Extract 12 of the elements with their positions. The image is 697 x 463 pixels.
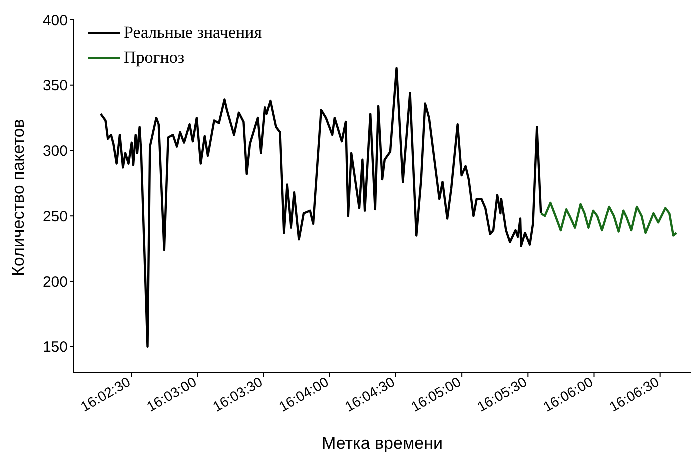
legend-label: Прогноз [124, 47, 185, 69]
y-tick-label: 350 [42, 78, 68, 95]
y-tick-label: 150 [42, 339, 68, 356]
y-tick-label: 250 [42, 208, 68, 226]
y-tick-label: 300 [42, 143, 68, 160]
legend-label: Реальные значения [124, 22, 262, 44]
line-series [540, 202, 678, 237]
line-series [100, 67, 542, 348]
x-axis-title: Метка времени [322, 434, 443, 453]
y-tick-label: 200 [42, 274, 68, 291]
y-tick-label: 400 [42, 12, 68, 30]
y-axis-title: Количество пакетов [9, 119, 28, 276]
